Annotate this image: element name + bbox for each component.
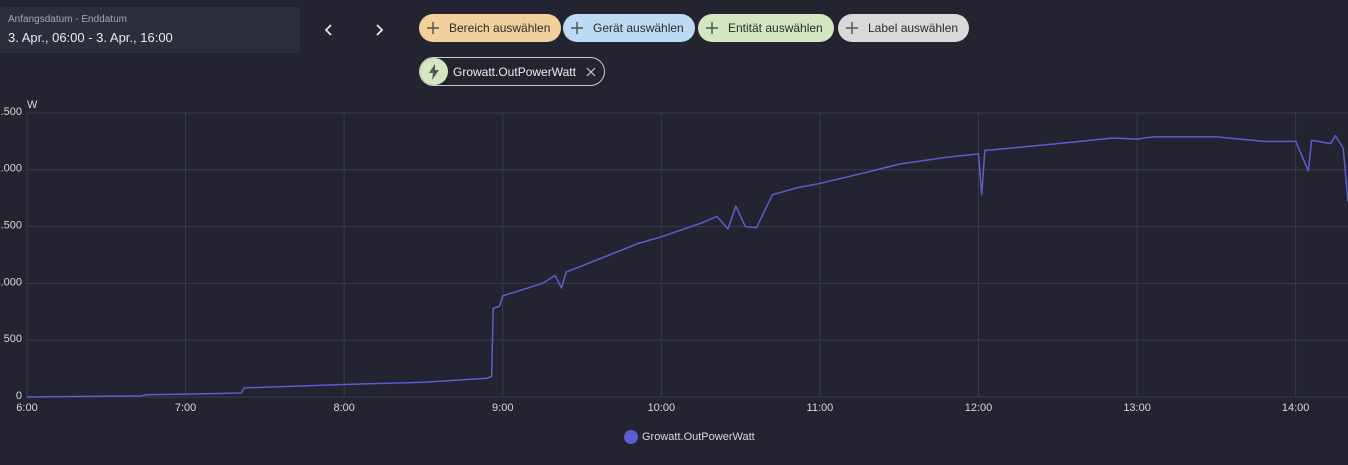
- plus-icon: [571, 22, 583, 34]
- label-chip[interactable]: Label auswählen: [838, 14, 970, 42]
- date-value: 3. Apr., 06:00 - 3. Apr., 16:00: [8, 30, 173, 45]
- date-label: Anfangsdatum - Enddatum: [8, 14, 127, 25]
- chip-label: Gerät auswählen: [593, 21, 684, 35]
- date-picker[interactable]: Anfangsdatum - Enddatum 3. Apr., 06:00 -…: [0, 7, 300, 53]
- x-tick-label: 6:00: [16, 402, 37, 414]
- entity-name: Growatt.OutPowerWatt: [453, 64, 576, 79]
- legend-label: Growatt.OutPowerWatt: [642, 431, 755, 443]
- remove-button[interactable]: [586, 67, 596, 77]
- x-tick-label: 8:00: [333, 402, 354, 414]
- x-tick-label: 12:00: [965, 402, 993, 414]
- x-tick-label: 10:00: [648, 402, 676, 414]
- x-tick-label: 11:00: [807, 402, 834, 414]
- x-tick-label: 14:00: [1282, 402, 1310, 414]
- chip-label: Entität auswählen: [728, 21, 823, 35]
- x-tick-label: 7:00: [175, 402, 196, 414]
- entity-chip[interactable]: Entität auswählen: [698, 14, 834, 42]
- y-tick-label: 500: [4, 333, 22, 345]
- chip-label: Label auswählen: [868, 21, 959, 35]
- entity-icon: [420, 58, 448, 85]
- area-chip[interactable]: Bereich auswählen: [419, 14, 562, 42]
- y-tick-label: 2.500: [0, 106, 22, 118]
- plus-icon: [706, 22, 718, 34]
- x-tick-label: 13:00: [1123, 402, 1151, 414]
- y-tick-label: 1.000: [0, 276, 22, 288]
- plus-icon: [846, 22, 858, 34]
- chip-label: Bereich auswählen: [449, 21, 551, 35]
- device-chip[interactable]: Gerät auswählen: [563, 14, 695, 42]
- y-axis-unit: W: [27, 99, 38, 111]
- legend-marker: [624, 430, 638, 444]
- plus-icon: [427, 22, 439, 34]
- y-tick-label: 0: [16, 390, 22, 402]
- x-tick-label: 9:00: [492, 402, 513, 414]
- y-tick-label: 2.000: [0, 163, 22, 175]
- next-button[interactable]: [371, 22, 387, 38]
- series-line: [26, 134, 1348, 398]
- selected-entity[interactable]: Growatt.OutPowerWatt: [419, 57, 605, 86]
- y-tick-label: 1.500: [0, 220, 22, 232]
- prev-button[interactable]: [321, 22, 337, 38]
